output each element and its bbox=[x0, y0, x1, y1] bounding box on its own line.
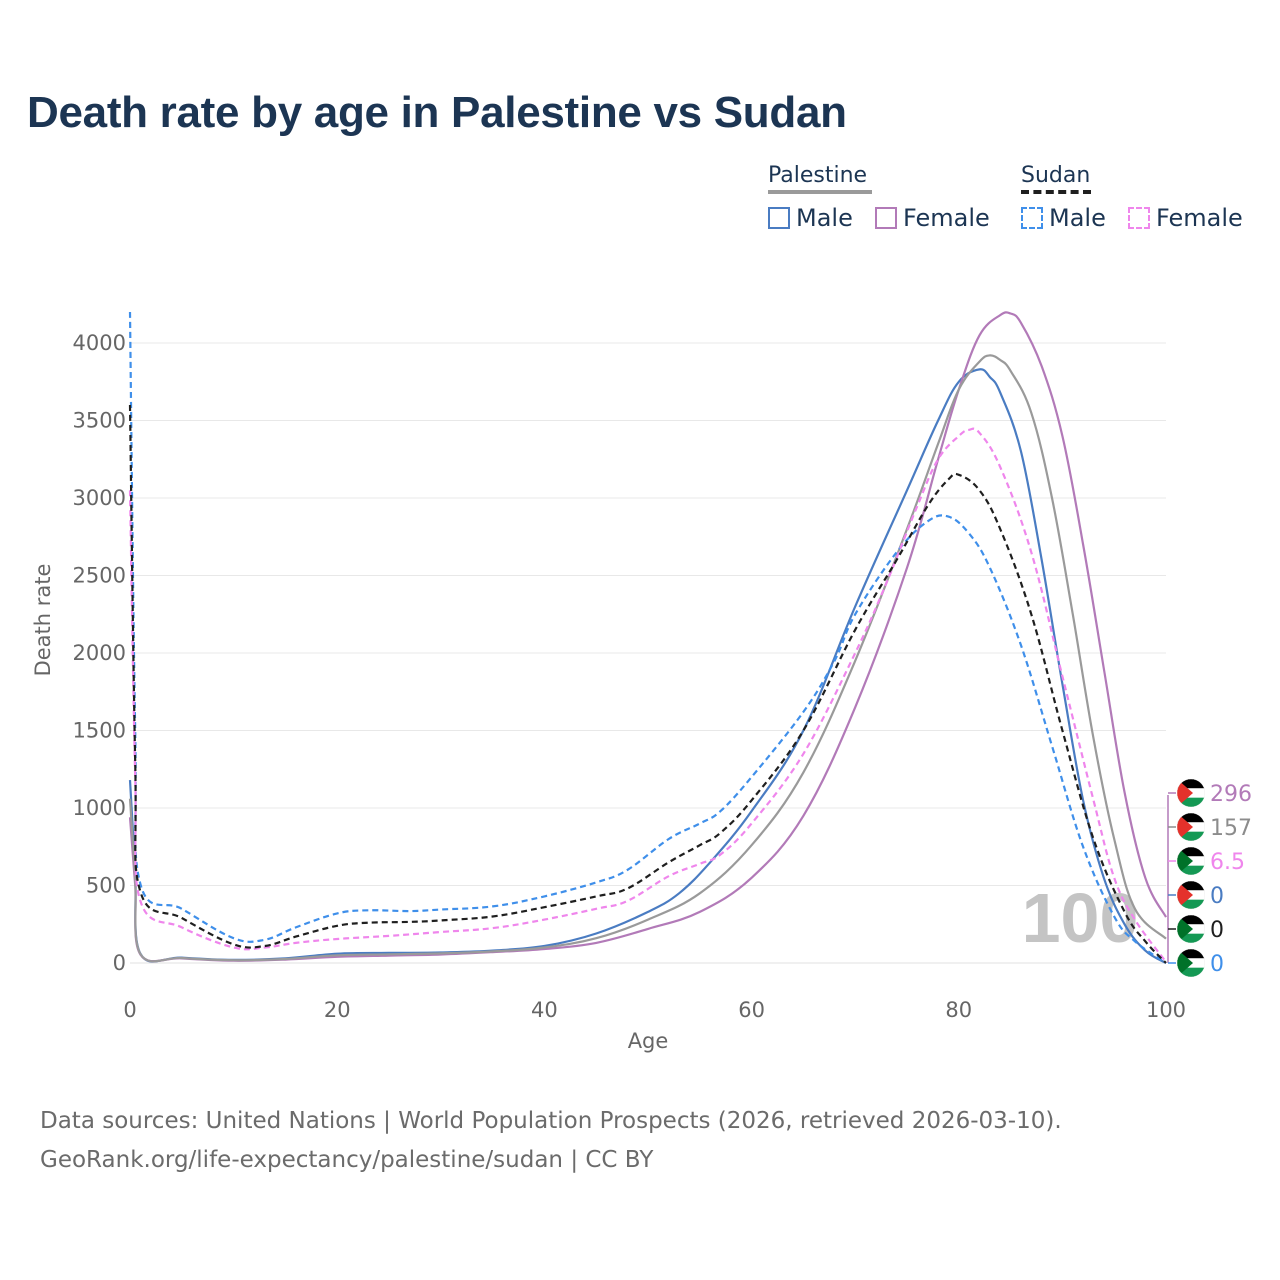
series-line-palestine-male[interactable] bbox=[128, 368, 1167, 964]
y-tick-label: 4000 bbox=[73, 331, 126, 355]
legend-swatch-palestine-male bbox=[768, 207, 790, 229]
legend-item-palestine-female[interactable]: Female bbox=[875, 204, 990, 232]
legend-item-sudan-female[interactable]: Female bbox=[1128, 204, 1243, 232]
palestine-flag-icon bbox=[1177, 779, 1205, 807]
x-axis-title: Age bbox=[628, 1029, 669, 1053]
x-tick-label: 100 bbox=[1146, 998, 1186, 1022]
series-line-sudan-female[interactable] bbox=[128, 427, 1167, 963]
legend-swatch-sudan-male bbox=[1021, 207, 1043, 229]
end-label-value: 0 bbox=[1210, 918, 1224, 943]
legend-item-sudan-male[interactable]: Male bbox=[1021, 204, 1106, 232]
y-tick-label: 0 bbox=[113, 951, 126, 975]
legend-swatch-palestine-female bbox=[875, 207, 897, 229]
legend-group-sudan-line bbox=[1021, 190, 1091, 194]
y-tick-label: 500 bbox=[86, 874, 126, 898]
x-tick-label: 40 bbox=[531, 998, 558, 1022]
y-tick-label: 3500 bbox=[73, 409, 126, 433]
legend-label-sudan-female: Female bbox=[1156, 204, 1243, 232]
end-label-value: 0 bbox=[1210, 952, 1224, 977]
end-labels: 296 157 6.5 0 0 0 bbox=[1167, 779, 1252, 977]
palestine-flag-icon bbox=[1177, 881, 1205, 909]
legend-item-palestine-male[interactable]: Male bbox=[768, 204, 853, 232]
series-line-palestine-total[interactable] bbox=[128, 354, 1167, 963]
end-label-value: 157 bbox=[1210, 816, 1252, 841]
sudan-flag-icon bbox=[1177, 847, 1205, 875]
end-label-value: 296 bbox=[1210, 782, 1252, 807]
end-label-value: 6.5 bbox=[1210, 850, 1245, 875]
series-line-sudan-male[interactable] bbox=[128, 311, 1167, 964]
palestine-flag-icon bbox=[1177, 813, 1205, 841]
x-tick-label: 0 bbox=[123, 998, 136, 1022]
y-tick-label: 2000 bbox=[73, 641, 126, 665]
grid bbox=[130, 342, 1166, 964]
y-tick-label: 1000 bbox=[73, 796, 126, 820]
legend-group-palestine: Palestine bbox=[768, 163, 872, 194]
legend-label-sudan-male: Male bbox=[1049, 204, 1106, 232]
series-line-sudan-total[interactable] bbox=[128, 404, 1167, 964]
x-axis: 0 20 40 60 80 100 bbox=[123, 998, 1186, 1022]
x-tick-label: 60 bbox=[738, 998, 765, 1022]
legend-group-sudan: Sudan bbox=[1021, 163, 1091, 194]
x-tick-label: 80 bbox=[945, 998, 972, 1022]
y-tick-label: 2500 bbox=[73, 564, 126, 588]
legend-group-palestine-label: Palestine bbox=[768, 163, 868, 188]
end-label-value: 0 bbox=[1210, 884, 1224, 909]
legend-group-sudan-label: Sudan bbox=[1021, 163, 1091, 188]
footer-link[interactable]: GeoRank.org/life-expectancy/palestine/su… bbox=[40, 1147, 654, 1173]
x-tick-label: 20 bbox=[324, 998, 351, 1022]
legend-label-palestine-female: Female bbox=[903, 204, 990, 232]
legend-swatch-sudan-female bbox=[1128, 207, 1150, 229]
series-line-palestine-female[interactable] bbox=[128, 311, 1167, 963]
y-axis-title: Death rate bbox=[31, 564, 55, 677]
y-tick-label: 1500 bbox=[73, 719, 126, 743]
y-tick-label: 3000 bbox=[73, 486, 126, 510]
chart-title: Death rate by age in Palestine vs Sudan bbox=[27, 88, 847, 137]
footer-sources: Data sources: United Nations | World Pop… bbox=[40, 1108, 1062, 1134]
sudan-flag-icon bbox=[1177, 915, 1205, 943]
sudan-flag-icon bbox=[1177, 949, 1205, 977]
legend-group-palestine-line bbox=[768, 190, 872, 194]
series-lines bbox=[128, 311, 1167, 964]
legend-label-palestine-male: Male bbox=[796, 204, 853, 232]
y-axis: 0 500 1000 1500 2000 2500 3000 3500 4000 bbox=[73, 331, 126, 975]
